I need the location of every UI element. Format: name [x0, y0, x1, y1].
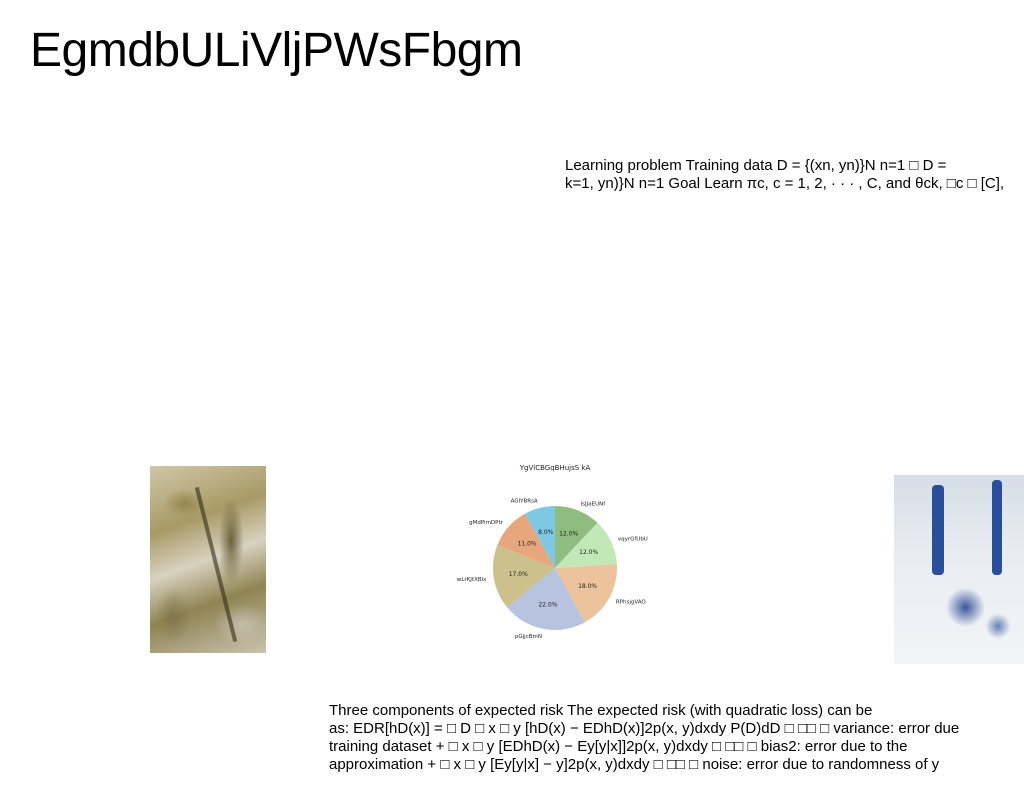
slice-category-label: RPhsjgVAO [616, 599, 647, 605]
text-line: approximation + □ x □ y [Ey[y|x] − y]2p(… [329, 756, 940, 773]
pie-slice [555, 522, 617, 568]
pie-slice [525, 506, 555, 568]
slice-percent-label: 8.0% [538, 529, 554, 536]
text-line: as: EDR[hD(x)] = □ D □ x □ y [hD(x) − ED… [329, 720, 960, 737]
text-line: Three components of expected risk The ex… [329, 702, 873, 719]
slice-percent-label: 12.0% [559, 530, 578, 537]
page-title: EgmdbULiVljPWsFbgm [30, 24, 523, 77]
text-line: Learning problem Training data D = {(xn,… [565, 157, 947, 174]
pie-chart: YgVlCBGqBHujsS kA 12.0% IsJJaEUNf 12.0% vqy… [457, 464, 648, 640]
slice-category-label: vqyrGfUbU [618, 536, 648, 542]
slice-category-label: wLrKJtXBlx [457, 577, 487, 583]
text-block-expected-risk: Three components of expected risk The ex… [329, 702, 1024, 774]
chair-shape [992, 480, 1002, 575]
text-block-learning-problem: Learning problem Training data D = {(xn,… [565, 157, 1024, 193]
slice-percent-label: 18.0% [578, 583, 597, 590]
text-line: k=1, yn)}N n=1 Goal Learn πc, c = 1, 2, … [565, 175, 1005, 192]
text-line: training dataset + □ x □ y [EDhD(x) − Ey… [329, 738, 908, 755]
slice-percent-label: 12.0% [579, 549, 598, 556]
slice-category-label: AGIYBRsA [511, 499, 538, 505]
slice-percent-label: 17.0% [509, 571, 528, 578]
chart-title: YgVlCBGqBHujsS kA [519, 464, 591, 472]
slice-category-label: pGjjcBmN [515, 634, 542, 640]
pie-slice [493, 545, 555, 608]
slice-category-label: gMdPimDPtr [469, 520, 504, 526]
marble-texture-image [150, 466, 266, 653]
pie-slice [555, 506, 598, 568]
slice-percent-label: 11.0% [518, 540, 537, 547]
table-setting-image [894, 475, 1024, 664]
pie-slice [507, 568, 585, 630]
slice-percent-label: 22.0% [538, 602, 557, 609]
slice-category-label: IsJJaEUNf [581, 501, 607, 507]
pie-slice [555, 564, 617, 623]
pie-slice [497, 513, 555, 568]
chair-shape [932, 485, 944, 575]
